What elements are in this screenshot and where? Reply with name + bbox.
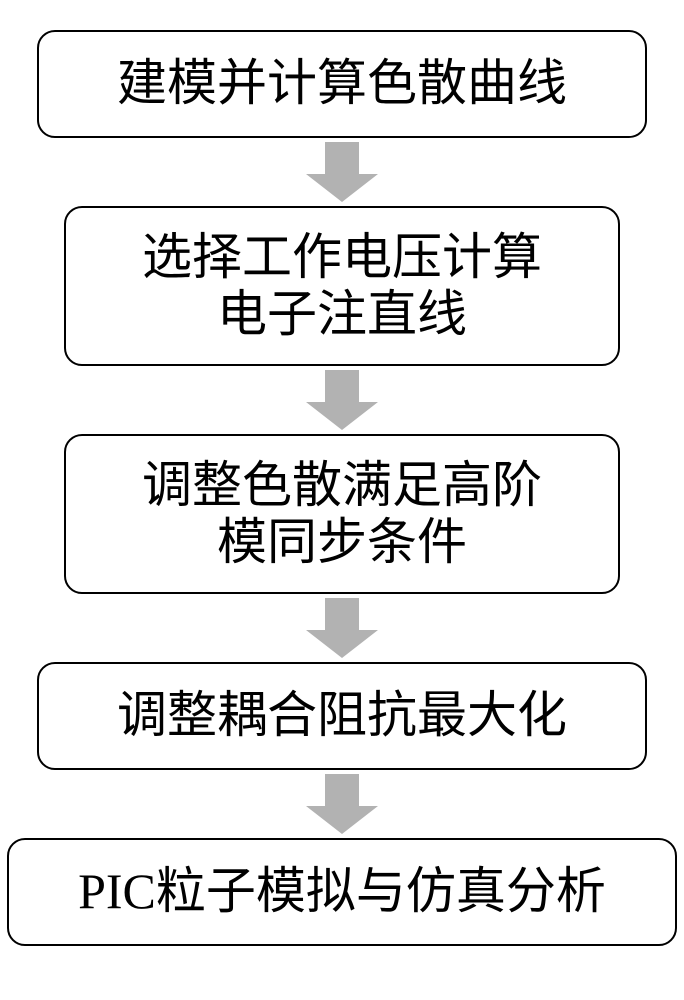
arrow-down-icon <box>306 598 378 658</box>
arrow-down-icon <box>306 774 378 834</box>
flow-arrow-2 <box>306 370 378 430</box>
flowchart: 建模并计算色散曲线 选择工作电压计算 电子注直线 调整色散满足高阶 模同步条件 … <box>0 30 684 946</box>
flow-arrow-4 <box>306 774 378 834</box>
arrow-down-icon <box>306 370 378 430</box>
flowchart-canvas: 建模并计算色散曲线 选择工作电压计算 电子注直线 调整色散满足高阶 模同步条件 … <box>0 0 684 1000</box>
flow-node-3: 调整色散满足高阶 模同步条件 <box>64 434 620 594</box>
flow-arrow-3 <box>306 598 378 658</box>
flow-arrow-1 <box>306 142 378 202</box>
flow-node-4: 调整耦合阻抗最大化 <box>37 662 647 770</box>
flow-node-5: PIC粒子模拟与仿真分析 <box>7 838 677 946</box>
arrow-down-icon <box>306 142 378 202</box>
flow-node-2: 选择工作电压计算 电子注直线 <box>64 206 620 366</box>
flow-node-1: 建模并计算色散曲线 <box>37 30 647 138</box>
